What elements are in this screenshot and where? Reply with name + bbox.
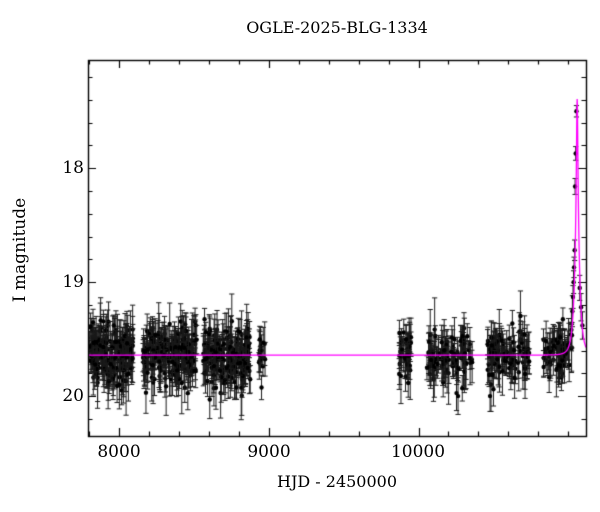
y-axis-label: I magnitude bbox=[10, 197, 30, 303]
x-axis-label: HJD - 2450000 bbox=[276, 472, 398, 491]
y-tick-label-20: 20 bbox=[62, 386, 84, 406]
y-tick-label-19: 19 bbox=[62, 272, 84, 292]
chart-title: OGLE-2025-BLG-1334 bbox=[246, 18, 428, 37]
x-tick-label-8000: 8000 bbox=[97, 442, 141, 462]
y-tick-label-18: 18 bbox=[62, 158, 84, 178]
x-tick-label-9000: 9000 bbox=[247, 442, 291, 462]
x-tick-label-10000: 10000 bbox=[390, 442, 446, 462]
